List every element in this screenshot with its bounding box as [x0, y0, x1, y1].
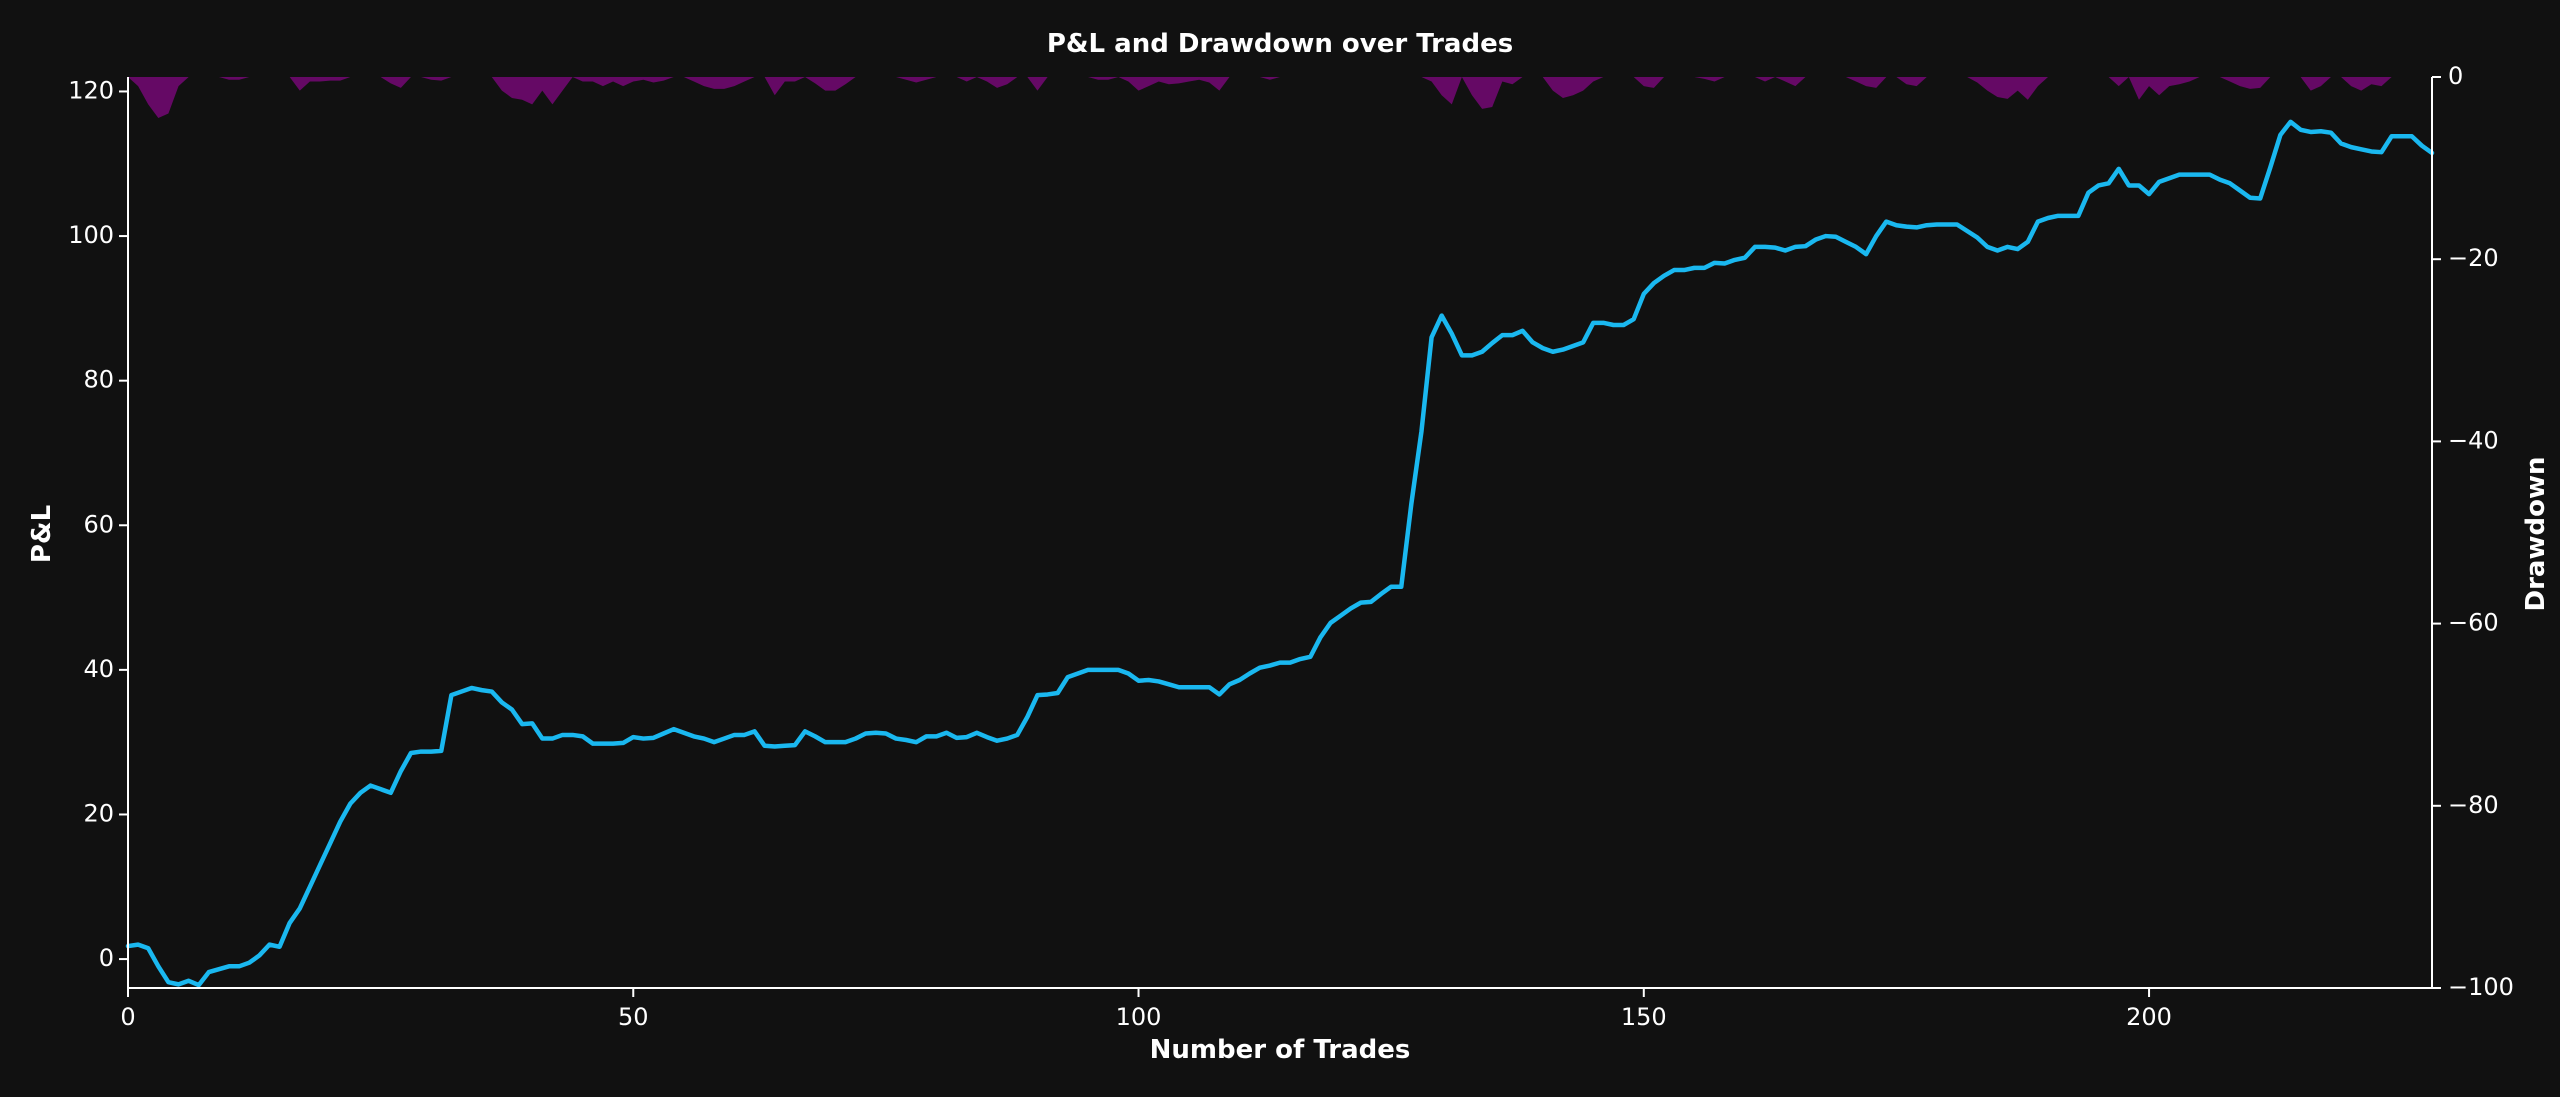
y-tick-label: 100 — [68, 221, 114, 249]
x-tick-label: 50 — [618, 1003, 649, 1031]
y2-tick-label: −80 — [2448, 791, 2499, 819]
x-tick-label: 100 — [1116, 1003, 1162, 1031]
axes-layer: 0 50 100 150 200 0 20 40 60 80 100 120 0 −20 −40 −60 −80… — [68, 62, 2514, 1031]
x-tick-label: 150 — [1621, 1003, 1667, 1031]
y-tick-label: 80 — [83, 366, 114, 394]
y-tick-label: 60 — [83, 510, 114, 538]
y2-axis-label: Drawdown — [2521, 457, 2551, 612]
pnl-layer — [125, 119, 2435, 988]
y2-tick-label: 0 — [2448, 62, 2463, 90]
y2-tick-label: −100 — [2448, 973, 2514, 1001]
y-tick-label: 40 — [83, 655, 114, 683]
x-axis-label: Number of Trades — [1150, 1035, 1411, 1065]
y2-tick-label: −60 — [2448, 609, 2499, 637]
y2-tick-label: −40 — [2448, 426, 2499, 454]
y-axis-label: P&L — [27, 505, 57, 563]
chart-title: P&L and Drawdown over Trades — [1047, 29, 1513, 59]
y2-tick-label: −20 — [2448, 244, 2499, 272]
y-tick-label: 120 — [68, 76, 114, 104]
y-tick-label: 0 — [99, 944, 114, 972]
x-tick-label: 0 — [120, 1003, 135, 1031]
pnl-line — [125, 119, 2435, 988]
y-tick-label: 20 — [83, 799, 114, 827]
x-tick-label: 200 — [2126, 1003, 2172, 1031]
